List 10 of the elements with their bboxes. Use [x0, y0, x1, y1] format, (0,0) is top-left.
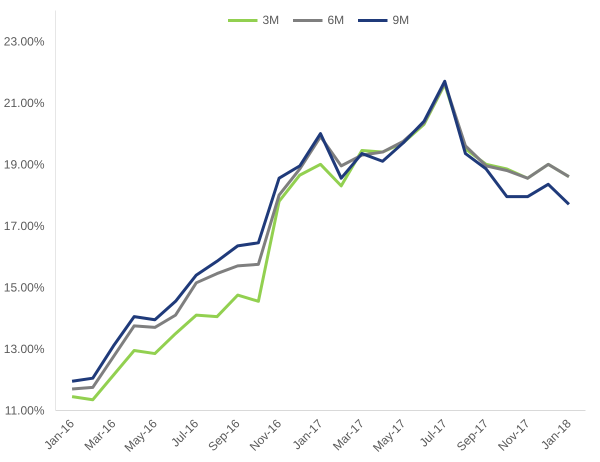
- y-tick-label: 19.00%: [4, 157, 45, 172]
- y-tick-label: 23.00%: [4, 34, 45, 48]
- y-tick-label: 15.00%: [4, 280, 45, 294]
- y-tick-label: 11.00%: [4, 404, 45, 418]
- y-tick-label: 17.00%: [4, 218, 45, 233]
- legend-label: 3M: [262, 13, 280, 27]
- legend-label: 9M: [392, 13, 410, 27]
- legend-label: 6M: [328, 13, 346, 27]
- y-tick-label: 13.00%: [4, 342, 45, 356]
- y-tick-label: 21.00%: [4, 96, 45, 110]
